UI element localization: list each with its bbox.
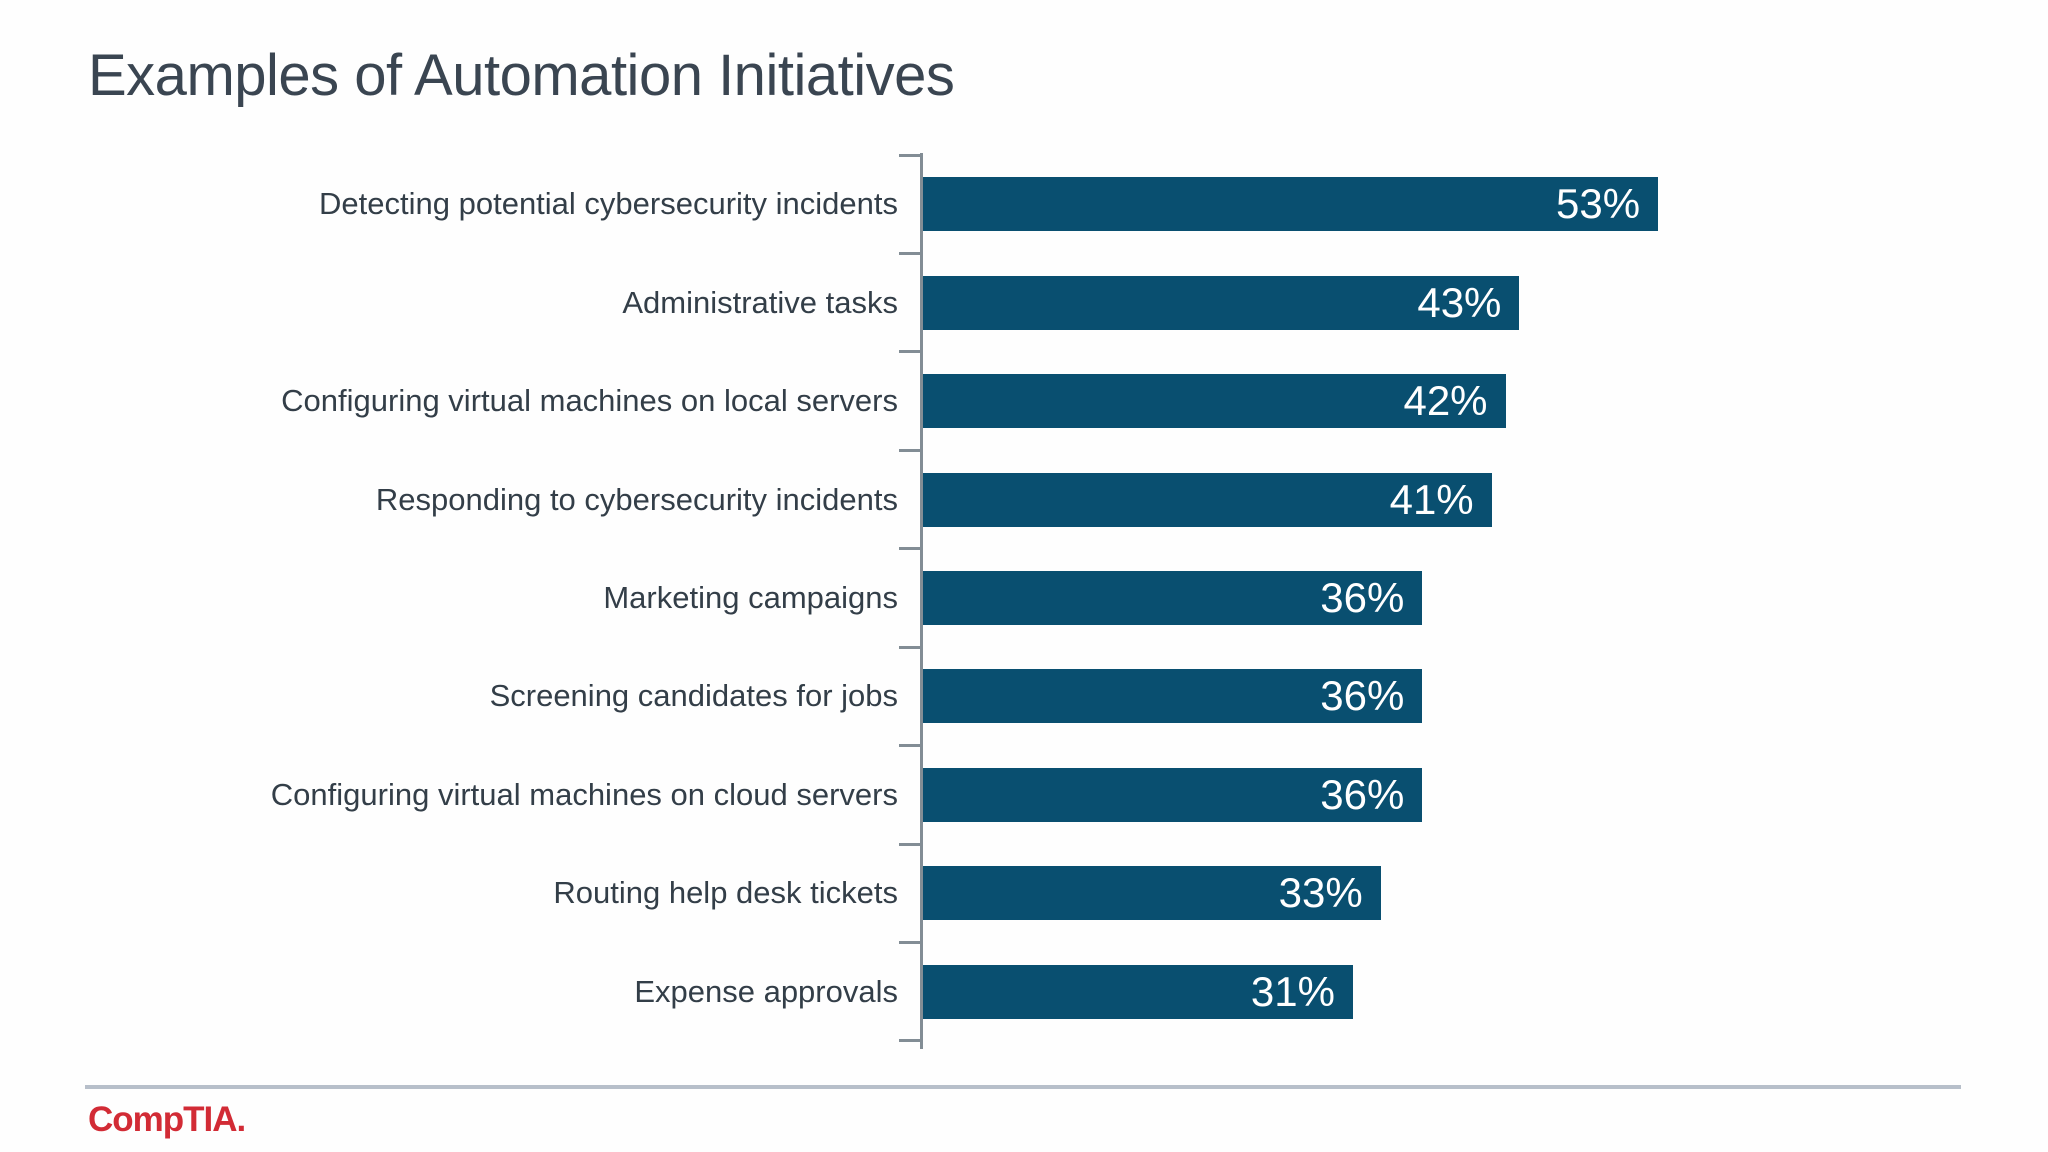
chart-row: Expense approvals 31% bbox=[0, 943, 2048, 1041]
bar: 36% bbox=[923, 669, 1423, 724]
axis-tick bbox=[899, 744, 921, 748]
axis-tick bbox=[899, 547, 921, 551]
axis-tick bbox=[899, 251, 921, 255]
value-label: 36% bbox=[1320, 573, 1405, 621]
category-label: Configuring virtual machines on cloud se… bbox=[270, 776, 898, 812]
category-label: Administrative tasks bbox=[622, 284, 898, 320]
value-label: 53% bbox=[1556, 180, 1641, 228]
value-label: 33% bbox=[1278, 869, 1363, 917]
value-label: 43% bbox=[1417, 278, 1502, 326]
category-label: Responding to cybersecurity incidents bbox=[375, 481, 898, 517]
bar: 36% bbox=[923, 570, 1423, 625]
chart-title: Examples of Automation Initiatives bbox=[88, 43, 955, 108]
value-label: 31% bbox=[1250, 967, 1335, 1015]
axis-tick bbox=[899, 1039, 921, 1043]
value-label: 36% bbox=[1320, 770, 1405, 818]
chart-row: Marketing campaigns 36% bbox=[0, 549, 2048, 647]
bar: 42% bbox=[923, 374, 1506, 429]
chart-row: Configuring virtual machines on cloud se… bbox=[0, 746, 2048, 844]
category-label: Screening candidates for jobs bbox=[489, 678, 898, 714]
bar: 36% bbox=[923, 767, 1423, 822]
bar: 53% bbox=[923, 177, 1659, 232]
bar: 33% bbox=[923, 866, 1381, 921]
category-label: Routing help desk tickets bbox=[553, 875, 898, 911]
chart-row: Screening candidates for jobs 36% bbox=[0, 647, 2048, 745]
axis-tick bbox=[899, 350, 921, 354]
category-label: Configuring virtual machines on local se… bbox=[281, 383, 898, 419]
axis-tick bbox=[899, 153, 921, 157]
chart-row: Administrative tasks 43% bbox=[0, 253, 2048, 351]
value-label: 42% bbox=[1403, 377, 1488, 425]
axis-tick bbox=[899, 448, 921, 452]
chart-row: Routing help desk tickets 33% bbox=[0, 844, 2048, 942]
bar-chart: Detecting potential cybersecurity incide… bbox=[0, 153, 2048, 1049]
axis-tick bbox=[899, 941, 921, 945]
chart-row: Configuring virtual machines on local se… bbox=[0, 352, 2048, 450]
category-label: Detecting potential cybersecurity incide… bbox=[319, 186, 898, 222]
chart-row: Responding to cybersecurity incidents 41% bbox=[0, 450, 2048, 548]
category-axis-line bbox=[920, 153, 923, 1049]
chart-row: Detecting potential cybersecurity incide… bbox=[0, 155, 2048, 253]
axis-tick bbox=[899, 842, 921, 846]
footer-divider bbox=[85, 1085, 1961, 1089]
bar: 41% bbox=[923, 472, 1492, 527]
bar: 43% bbox=[923, 275, 1520, 330]
category-label: Marketing campaigns bbox=[603, 579, 898, 615]
value-label: 36% bbox=[1320, 672, 1405, 720]
axis-tick bbox=[899, 645, 921, 649]
comptia-logo: CompTIA. bbox=[88, 1100, 246, 1139]
value-label: 41% bbox=[1389, 475, 1474, 523]
category-label: Expense approvals bbox=[634, 973, 898, 1009]
bar: 31% bbox=[923, 964, 1353, 1019]
